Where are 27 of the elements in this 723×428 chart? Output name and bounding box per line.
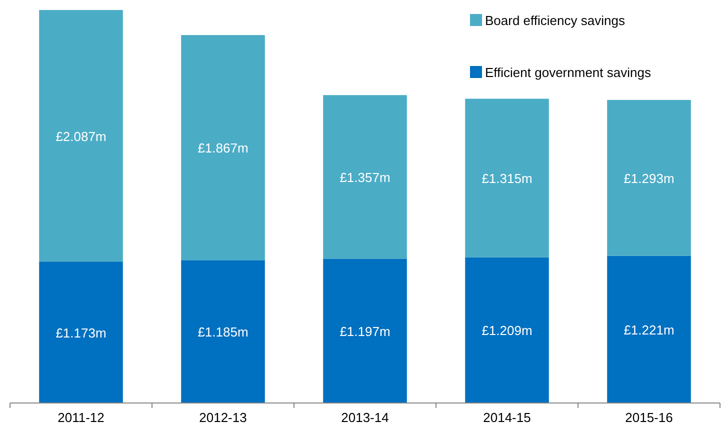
bar [181, 35, 265, 260]
bar [607, 256, 691, 403]
data-label: £1.867m [198, 140, 248, 156]
x-tick-label: 2015-16 [625, 410, 673, 425]
bar [39, 262, 123, 403]
data-label: £2.087m [56, 128, 106, 144]
data-label: £1.293m [624, 170, 674, 186]
data-label: £1.185m [198, 324, 248, 340]
x-tick-label: 2013-14 [341, 410, 389, 425]
data-label: £1.173m [56, 325, 106, 340]
data-label: £1.357m [340, 170, 390, 185]
x-tick-label: 2014-15 [483, 410, 531, 425]
bar [465, 257, 549, 403]
x-tick-label: 2011-12 [58, 410, 104, 425]
bar [39, 10, 123, 262]
bar [181, 260, 265, 403]
data-label: £1.315m [482, 170, 532, 186]
data-label: £1.221m [624, 322, 674, 338]
bar [323, 95, 407, 259]
data-label: £1.209m [482, 323, 532, 338]
bar [465, 98, 549, 258]
bar [607, 100, 691, 256]
legend-label: Board efficiency savings [485, 13, 626, 28]
bar [323, 258, 407, 403]
data-label: £1.197m [340, 324, 390, 339]
legend-label: Efficient government savings [485, 65, 652, 80]
x-tick-label: 2012-13 [199, 410, 247, 425]
